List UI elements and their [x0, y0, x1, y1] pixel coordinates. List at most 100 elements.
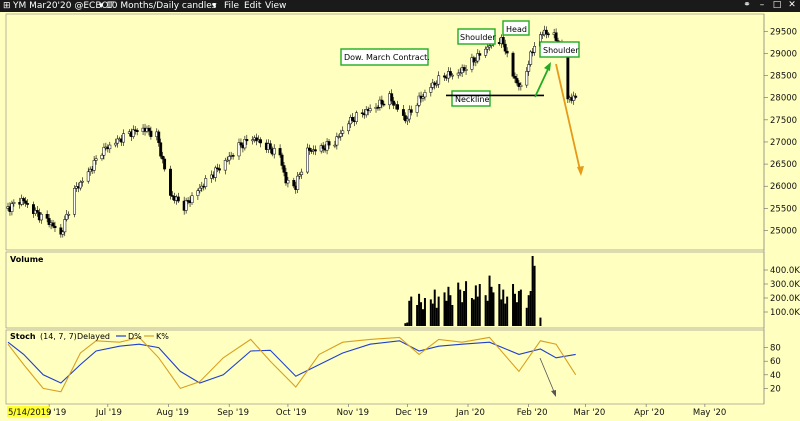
candle-body — [147, 127, 151, 132]
price-tick-label: 26500 — [770, 160, 797, 170]
candle-body — [462, 67, 466, 71]
candle-body — [409, 109, 413, 113]
candle-body — [78, 181, 82, 189]
volume-bar — [470, 298, 473, 326]
candle-body — [86, 171, 90, 182]
price-tick-label: 26000 — [770, 182, 797, 192]
candle-body — [435, 83, 439, 86]
annotation-contract: Dow. March Contract. — [344, 53, 430, 62]
price-tick-label: 29000 — [770, 49, 797, 59]
volume-bar — [512, 284, 515, 326]
candle-body — [527, 64, 531, 72]
volume-axis: 100.0K 200.0K 300.0K 400.0K — [764, 266, 800, 318]
candle-body — [292, 180, 296, 187]
symbol-dropdown-icon[interactable]: ▾ — [99, 1, 104, 11]
volume-bar — [429, 299, 432, 326]
volume-bar — [404, 323, 407, 326]
volume-bar — [433, 289, 436, 326]
d-legend-label: D% — [128, 332, 142, 341]
candle-body — [474, 60, 478, 63]
candle-body — [423, 92, 427, 98]
volume-bar — [527, 295, 530, 326]
candle-body — [53, 225, 57, 229]
candle-body — [382, 103, 386, 106]
menu-file[interactable]: File — [224, 1, 240, 11]
stoch-arrow-shaft — [539, 357, 556, 395]
volume-bar — [533, 265, 536, 326]
candle-body — [251, 139, 255, 142]
candle-body — [335, 136, 339, 146]
candle-body — [10, 203, 14, 212]
minimize-icon[interactable]: – — [759, 0, 765, 10]
candle-body — [407, 109, 411, 120]
volume-bar — [418, 293, 421, 326]
candle-body — [116, 138, 120, 144]
candle-body — [114, 142, 118, 146]
candle-body — [45, 213, 49, 219]
stoch-label: Stoch — [10, 332, 36, 341]
volume-bar — [519, 289, 522, 326]
candle-body — [300, 171, 304, 175]
candle-body — [225, 159, 229, 162]
symbol-icon: ⊞ — [3, 1, 11, 11]
candle-body — [484, 48, 488, 56]
maximize-icon[interactable]: □ — [772, 0, 782, 10]
candle-body — [478, 53, 482, 56]
candle-body — [364, 109, 368, 116]
candle-body — [20, 198, 24, 205]
candle-body — [415, 105, 419, 113]
interval-dropdown-icon[interactable]: ▾ — [212, 1, 217, 11]
candle-body — [448, 71, 452, 76]
link-icon[interactable]: ⚭ — [743, 0, 751, 10]
candle-body — [12, 202, 16, 204]
stoch-tick-label: 80 — [770, 344, 781, 354]
candle-body — [450, 74, 454, 77]
volume-bar — [416, 305, 419, 326]
interval-label[interactable]: 10 Months/Daily candles — [106, 1, 217, 11]
candle-body — [296, 175, 300, 190]
candle-body — [196, 190, 200, 196]
candle-body — [456, 72, 460, 76]
date-tick-label: Mar '20 — [573, 408, 605, 418]
candle-body — [333, 144, 337, 147]
volume-bar — [406, 322, 409, 326]
candle-body — [517, 82, 521, 87]
date-tick-label: May '20 — [693, 408, 726, 418]
d-line — [7, 340, 576, 384]
date-tick-label: Jan '20 — [455, 408, 485, 418]
candle-body — [390, 93, 394, 102]
volume-bar — [517, 291, 520, 326]
candle-body — [519, 84, 523, 87]
price-tick-label: 25000 — [770, 227, 797, 237]
symbol-label[interactable]: YM Mar20'20 @ECBOT — [13, 1, 114, 11]
candle-body — [513, 76, 517, 79]
green-arrow-shaft — [534, 66, 550, 98]
volume-bar — [421, 309, 424, 326]
candle-body — [243, 139, 247, 149]
candle-body — [61, 231, 65, 235]
menu-view[interactable]: View — [265, 1, 287, 11]
candle-body — [476, 53, 480, 62]
candle-body — [35, 210, 39, 213]
candle-body — [298, 174, 302, 177]
candle-body — [73, 188, 77, 215]
date-tick-label: Oct '19 — [276, 408, 307, 418]
close-icon[interactable]: ✕ — [788, 0, 796, 10]
price-tick-label: 28000 — [770, 94, 797, 104]
volume-tick-label: 100.0K — [770, 308, 800, 318]
stoch-params: (14, 7, 7) — [40, 332, 77, 341]
candle-body — [368, 108, 372, 112]
candle-body — [47, 218, 51, 225]
candle-body — [217, 168, 221, 171]
candle-body — [231, 155, 235, 157]
candle-body — [259, 139, 262, 144]
annotation-box-contract — [340, 48, 429, 66]
candle-body — [170, 195, 174, 197]
candle-body — [529, 51, 533, 65]
green-arrow-head — [544, 62, 551, 71]
candle-body — [437, 75, 441, 85]
volume-bar — [500, 299, 503, 326]
volume-bar — [457, 282, 460, 326]
candle-body — [169, 168, 172, 196]
menu-edit[interactable]: Edit — [244, 1, 262, 11]
